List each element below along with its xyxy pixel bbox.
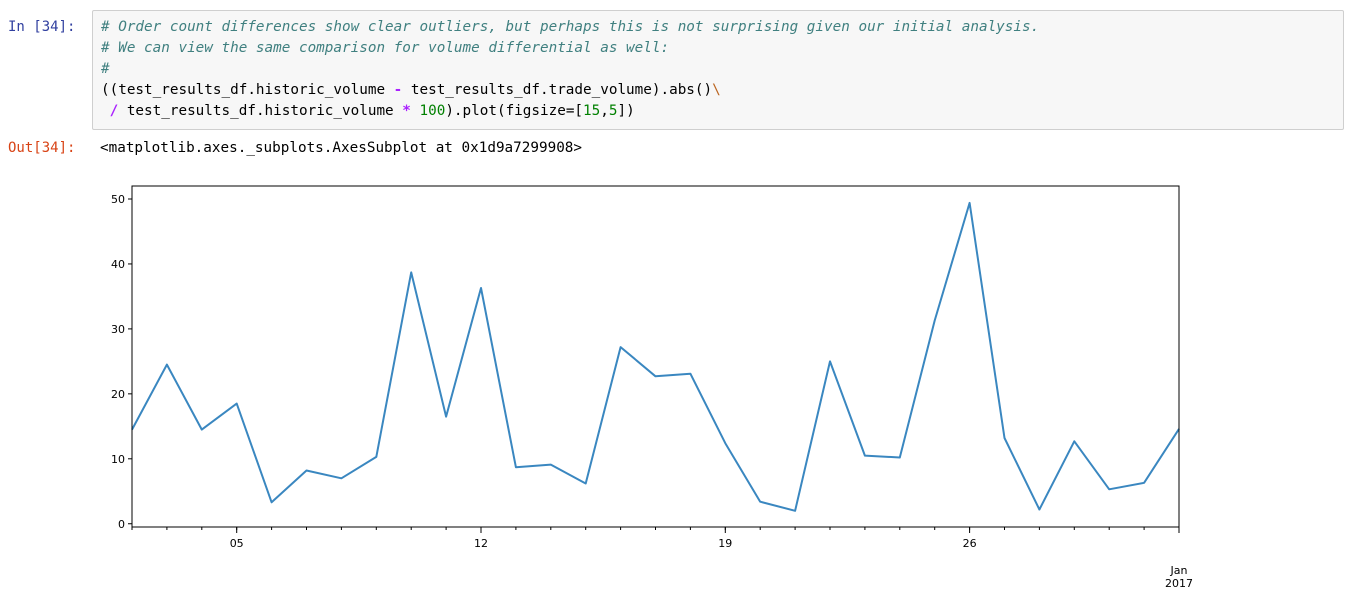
y-tick-label: 20 — [111, 388, 125, 401]
code-token — [101, 103, 110, 119]
code-token: , — [600, 103, 609, 119]
output-text: <matplotlib.axes._subplots.AxesSubplot a… — [100, 140, 583, 156]
x-tick-label: 26 — [963, 537, 977, 550]
code-token: test_results_df.trade_volume).abs() — [402, 82, 713, 98]
y-tick-label: 50 — [111, 193, 125, 206]
code-token: # We can view the same comparison for vo… — [101, 40, 670, 56]
output-prompt: Out[34]: — [8, 140, 76, 156]
y-tick-label: 10 — [111, 453, 125, 466]
code-line: / test_results_df.historic_volume * 100)… — [101, 102, 635, 120]
code-token: 15 — [583, 103, 601, 119]
code-token: 5 — [608, 103, 618, 119]
y-tick-label: 30 — [111, 323, 125, 336]
code-token: 100 — [419, 103, 446, 119]
code-line: # We can view the same comparison for vo… — [101, 39, 669, 57]
x-tick-label: Jan — [1170, 564, 1188, 577]
input-prompt: In [34]: — [8, 19, 76, 35]
code-token: test_results_df.historic_volume — [118, 103, 403, 119]
series-line — [131, 201, 1180, 512]
code-token: ]) — [617, 103, 635, 119]
x-tick-label: 05 — [230, 537, 244, 550]
x-tick-label: 19 — [718, 537, 732, 550]
code-cell[interactable]: # Order count differences show clear out… — [92, 10, 1344, 130]
code-token: ).plot(figsize=[ — [445, 103, 584, 119]
code-token: - — [393, 82, 403, 98]
code-token: * — [402, 103, 411, 119]
y-tick-label: 40 — [111, 258, 125, 271]
x-tick-label: 12 — [474, 537, 488, 550]
code-token: / — [109, 103, 119, 119]
x-tick-sublabel: 2017 — [1165, 577, 1193, 590]
code-token: \ — [712, 82, 721, 98]
code-token: ((test_results_df.historic_volume — [101, 82, 394, 98]
code-line: # — [101, 60, 110, 78]
code-token: # Order count differences show clear out… — [101, 19, 1040, 35]
code-token: # — [101, 61, 110, 77]
code-line: # Order count differences show clear out… — [101, 18, 1039, 36]
y-tick-label: 0 — [118, 518, 125, 531]
code-line: ((test_results_df.historic_volume - test… — [101, 81, 721, 99]
